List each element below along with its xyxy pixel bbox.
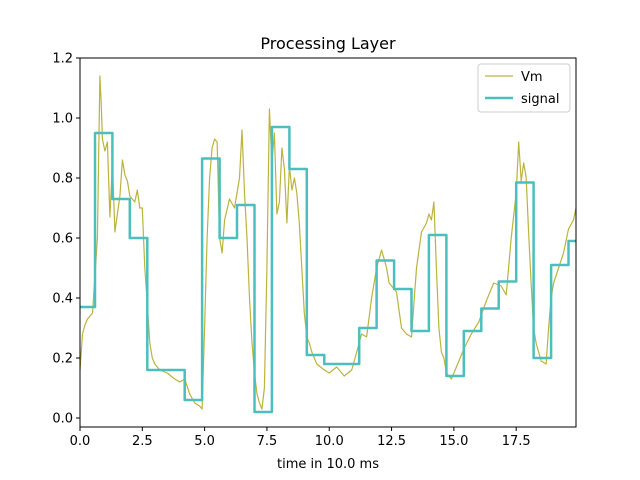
legend-label-signal: signal [521,92,559,107]
plot-frame [79,57,577,428]
y-tick-label: 0.0 [52,412,73,427]
series-line-vm [79,75,577,410]
series-line-signal [80,125,576,414]
x-tick-label: 0.0 [70,434,91,449]
y-tick-label: 0.2 [52,352,73,367]
plot-area [80,58,576,427]
x-tick-label: 17.5 [502,434,531,449]
x-tick-label: 12.5 [377,434,406,449]
x-tick-label: 5.0 [194,434,215,449]
y-tick-label: 0.6 [52,232,73,247]
y-tick-label: 0.8 [52,172,73,187]
y-axis: 0.0 0.2 0.4 0.6 0.8 1.0 1.2 [52,52,80,427]
x-tick-label: 15.0 [439,434,468,449]
legend: Vm signal [477,63,571,113]
chart-title: Processing Layer [260,34,396,53]
y-tick-label: 1.0 [52,112,73,127]
x-axis: 0.0 2.5 5.0 7.5 10.0 12.5 15.0 17.5 [70,427,531,449]
x-tick-label: 7.5 [257,434,278,449]
y-tick-label: 0.4 [52,292,73,307]
x-axis-label: time in 10.0 ms [277,457,379,472]
x-tick-label: 2.5 [132,434,153,449]
legend-label-vm: Vm [521,70,543,85]
y-tick-label: 1.2 [52,52,73,67]
series-layer [79,75,577,414]
x-tick-label: 10.0 [315,434,344,449]
